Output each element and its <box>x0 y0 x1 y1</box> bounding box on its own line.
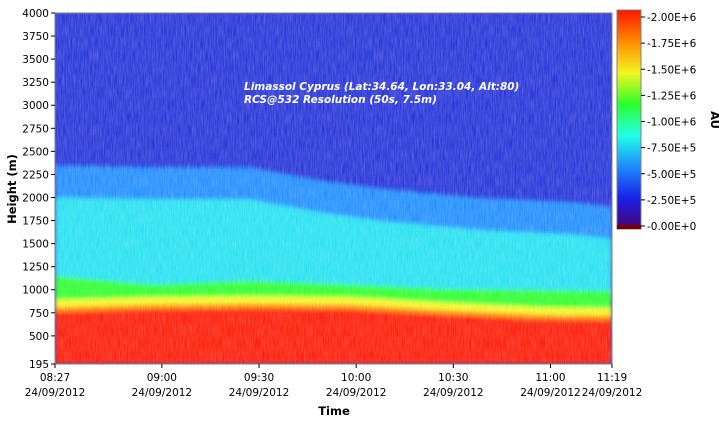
colorbar-tick-label: -1.00E+6 <box>647 117 697 129</box>
colorbar-under <box>617 225 641 229</box>
y-tick-label: 2250 <box>22 169 49 181</box>
y-tick-label: 1250 <box>22 262 49 274</box>
annotation-location: Limassol Cyprus (Lat:34.64, Lon:33.04, A… <box>244 81 519 93</box>
y-tick-label: 3250 <box>22 77 49 89</box>
y-tick-label: 1000 <box>22 285 49 297</box>
y-tick-label: 2750 <box>22 123 49 135</box>
y-tick-label: 4000 <box>22 8 49 20</box>
y-tick-label: 750 <box>29 308 49 320</box>
x-tick-date: 24/09/2012 <box>326 387 387 399</box>
x-tick-time: 09:30 <box>244 372 274 384</box>
x-tick-time: 09:00 <box>147 372 177 384</box>
y-tick-label: 3750 <box>22 31 49 43</box>
x-tick-time: 10:30 <box>438 372 468 384</box>
x-tick-date: 24/09/2012 <box>229 387 290 399</box>
y-tick-label: 195 <box>29 359 49 371</box>
colorbar-tick-label: -2.00E+6 <box>647 12 697 24</box>
x-tick-date: 24/09/2012 <box>520 387 581 399</box>
y-axis: 195 500 750 1000 1250 1500 1750 2000 2250 2500 275… <box>22 8 55 371</box>
y-tick-label: 1500 <box>22 239 49 251</box>
colorbar-tick-label: -1.50E+6 <box>647 64 697 76</box>
y-axis-title: Height (m) <box>5 154 19 224</box>
colorbar-tick-label: -1.25E+6 <box>647 90 697 102</box>
annotation-resolution: RCS@532 Resolution (50s, 7.5m) <box>244 94 437 106</box>
y-tick-label: 2500 <box>22 146 49 158</box>
colorbar-tick-label: -7.50E+5 <box>647 143 696 155</box>
colorbar: -2.00E+6 -1.75E+6 -1.50E+6 -1.25E+6 -1.00E+6… <box>616 9 719 233</box>
colorbar-tick-label: -1.75E+6 <box>647 38 697 50</box>
x-tick-time: 11:19 <box>597 372 627 384</box>
x-tick-date: 24/09/2012 <box>582 387 643 399</box>
plot-area <box>55 13 612 364</box>
colorbar-tick-label: -0.00E+0 <box>647 221 696 233</box>
colorbar-title: AU <box>708 111 719 129</box>
y-tick-label: 1750 <box>22 216 49 228</box>
colorbar-tick-label: -2.50E+5 <box>647 195 696 207</box>
x-axis: 08:27 24/09/2012 09:00 24/09/2012 09:30 24/09… <box>25 364 643 399</box>
y-tick-label: 3000 <box>22 100 49 112</box>
colorbar-tick-label: -5.00E+5 <box>647 169 696 181</box>
plot-frame <box>54 12 613 365</box>
x-tick-date: 24/09/2012 <box>132 387 193 399</box>
x-tick-time: 08:27 <box>40 372 70 384</box>
colorbar-ticks: -2.00E+6 -1.75E+6 -1.50E+6 -1.25E+6 -1.00E+6… <box>641 12 697 233</box>
y-tick-label: 2000 <box>22 192 49 204</box>
y-tick-label: 3500 <box>22 54 49 66</box>
colorbar-ramp <box>616 9 642 230</box>
y-tick-label: 500 <box>29 331 49 343</box>
x-tick-time: 10:00 <box>341 372 371 384</box>
x-tick-time: 11:00 <box>535 372 565 384</box>
x-axis-title: Time <box>318 404 350 418</box>
x-tick-date: 24/09/2012 <box>25 387 86 399</box>
x-tick-date: 24/09/2012 <box>423 387 484 399</box>
heatmap-texture <box>55 13 612 364</box>
